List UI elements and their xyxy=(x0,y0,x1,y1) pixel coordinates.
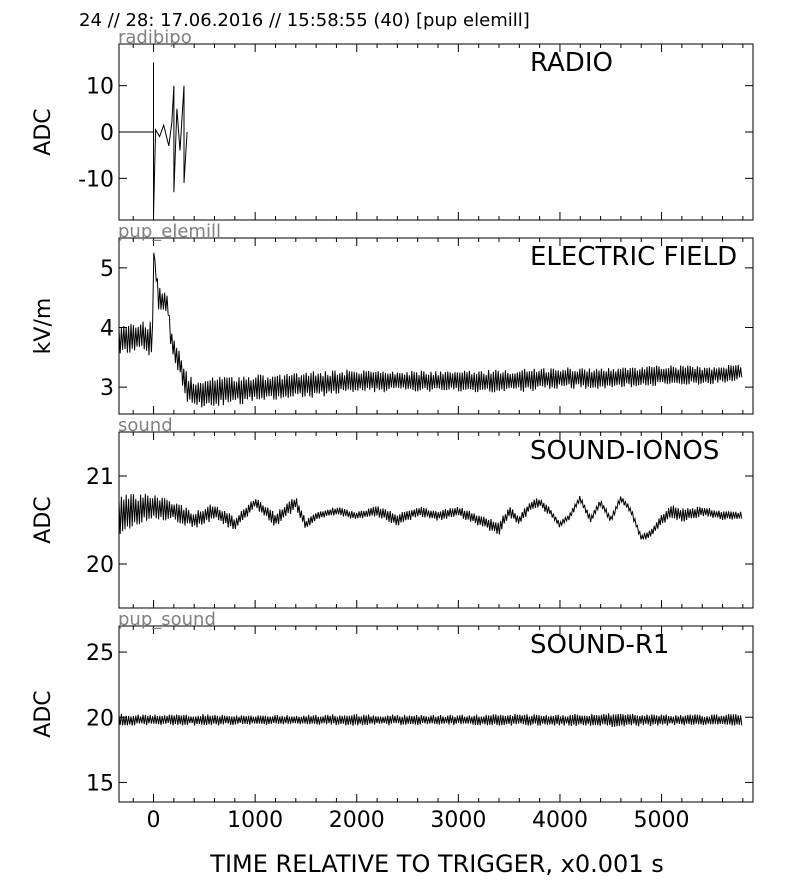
panel-source-label: sound xyxy=(118,415,173,436)
series-line xyxy=(119,713,743,727)
y-axis-label: ADC xyxy=(31,690,56,737)
y-tick-label: 20 xyxy=(86,553,114,578)
y-tick-label: 0 xyxy=(100,121,114,146)
panel-1: 10 0 -10 radibipo RADIO ADC xyxy=(31,27,754,221)
x-axis-label: TIME RELATIVE TO TRIGGER, x0.001 s xyxy=(209,850,663,878)
panel-frame xyxy=(118,431,754,609)
series-group xyxy=(119,252,743,408)
panel-4: 25 20 15 pup_sound SOUND-R1 ADC xyxy=(31,609,754,803)
chart-panels: 10 0 -10 radibipo RADIO ADC 5 4 3 pup_elemill ELEC… xyxy=(31,27,754,803)
panel-source-label: pup_sound xyxy=(118,609,216,630)
y-tick-label: 3 xyxy=(100,376,114,401)
panel-frame xyxy=(118,237,754,415)
panel-frame xyxy=(118,43,754,221)
x-tick-label: 5000 xyxy=(634,808,690,833)
y-tick-label: 25 xyxy=(86,641,114,666)
series-group xyxy=(119,713,743,727)
series-group xyxy=(119,62,188,216)
x-tick-label: 1000 xyxy=(227,808,283,833)
panel-source-label: radibipo xyxy=(118,27,192,48)
y-tick-label: 15 xyxy=(86,771,114,796)
y-tick-label: 4 xyxy=(100,316,114,341)
y-tick-label: 21 xyxy=(86,465,114,490)
series-group xyxy=(119,493,743,540)
panel-name: SOUND-IONOS xyxy=(530,436,719,466)
chart-header: 24 // 28: 17.06.2016 // 15:58:55 (40) [p… xyxy=(79,10,530,31)
y-tick-label: 10 xyxy=(86,75,114,100)
panel-name: RADIO xyxy=(530,48,613,78)
panel-name: ELECTRIC FIELD xyxy=(530,242,737,272)
panel-3: 21 20 sound SOUND-IONOS ADC xyxy=(31,415,754,609)
y-axis-label: ADC xyxy=(31,108,56,155)
series-line xyxy=(119,493,743,540)
x-tick-label: 0 xyxy=(147,808,161,833)
panel-name: SOUND-R1 xyxy=(530,630,669,660)
x-tick-label: 2000 xyxy=(329,808,385,833)
y-tick-label: -10 xyxy=(78,167,114,192)
y-tick-label: 20 xyxy=(86,706,114,731)
panel-source-label: pup_elemill xyxy=(118,221,221,242)
x-tick-label: 4000 xyxy=(532,808,588,833)
panel-frame xyxy=(118,625,754,803)
x-tick-label: 3000 xyxy=(430,808,486,833)
y-axis-label: ADC xyxy=(31,496,56,543)
x-tick-labels: 0 1000 2000 3000 4000 5000 xyxy=(147,808,690,833)
series-line xyxy=(119,252,743,408)
panel-2: 5 4 3 pup_elemill ELECTRIC FIELD kV/m xyxy=(31,221,754,415)
y-tick-label: 5 xyxy=(100,257,114,282)
series-line xyxy=(119,62,188,216)
y-axis-label: kV/m xyxy=(31,298,56,355)
